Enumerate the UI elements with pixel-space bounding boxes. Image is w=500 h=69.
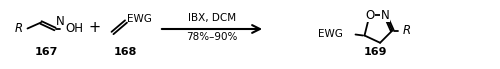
Text: R: R — [402, 24, 410, 37]
Text: +: + — [89, 20, 101, 35]
Text: OH: OH — [65, 22, 83, 35]
Text: O: O — [365, 9, 374, 22]
Text: N: N — [56, 15, 65, 28]
Text: 169: 169 — [363, 47, 387, 57]
Text: EWG: EWG — [318, 29, 342, 39]
Text: N: N — [381, 9, 390, 22]
Text: R: R — [14, 22, 22, 35]
Text: EWG: EWG — [127, 14, 152, 24]
Text: 168: 168 — [114, 47, 137, 57]
Text: IBX, DCM: IBX, DCM — [188, 13, 236, 23]
Text: 78%–90%: 78%–90% — [186, 32, 238, 43]
Text: 167: 167 — [34, 47, 58, 57]
